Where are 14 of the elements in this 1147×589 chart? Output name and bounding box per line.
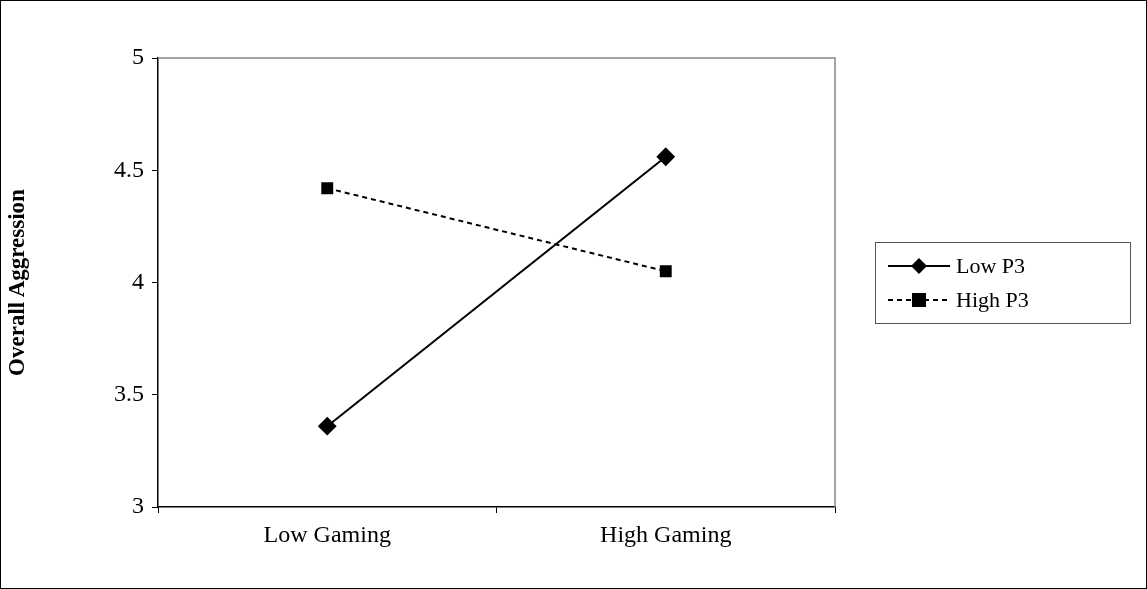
point <box>659 265 672 278</box>
y-tick-label: 4.5 <box>114 155 144 182</box>
point <box>656 147 675 166</box>
y-tick-label: 4 <box>132 267 144 294</box>
legend-label: Low P3 <box>956 253 1026 279</box>
point <box>318 417 337 436</box>
y-tick-label: 5 <box>132 43 144 70</box>
y-axis-title: Overall Aggression <box>3 188 29 376</box>
x-tick-label: Low Gaming <box>263 520 391 547</box>
y-tick-label: 3 <box>132 492 144 519</box>
x-tick-label: High Gaming <box>600 520 732 547</box>
y-tick-label: 3.5 <box>114 380 144 407</box>
point <box>321 182 334 195</box>
legend-label: High P3 <box>956 287 1029 313</box>
